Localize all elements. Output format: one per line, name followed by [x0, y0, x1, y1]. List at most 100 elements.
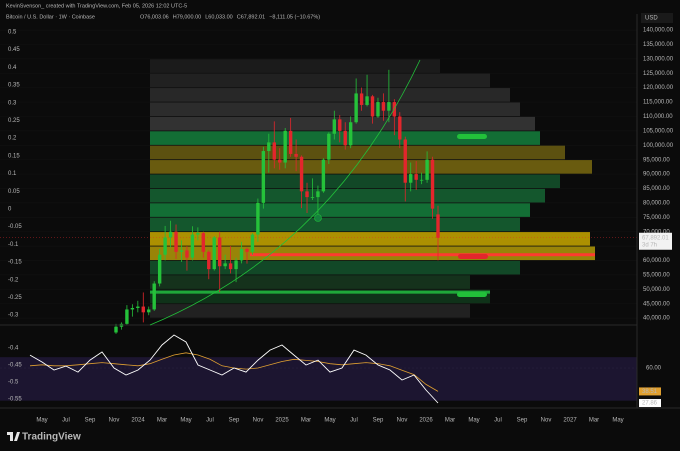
- volume-profile-row: [150, 102, 520, 117]
- price-tick-label: 125,000.00: [643, 71, 674, 77]
- volume-profile-row: [150, 217, 520, 232]
- logo: TradingView: [7, 432, 81, 443]
- price-tick-label: 40,000.00: [643, 316, 670, 322]
- price-tick-label: 80,000.00: [643, 200, 670, 206]
- candle-body: [387, 102, 391, 111]
- x-tick-label: May: [468, 418, 479, 424]
- candle-body: [409, 174, 413, 183]
- candle-body: [141, 306, 145, 313]
- candle-body: [261, 151, 266, 203]
- price-tick-label: 115,000.00: [643, 100, 673, 106]
- ohlc-value: C67,892.01: [237, 14, 265, 20]
- level-line: [250, 253, 595, 257]
- level-pill: [457, 134, 487, 139]
- candle-body: [283, 130, 287, 163]
- price-tick-label: 50,000.00: [643, 287, 670, 293]
- price-tick-label: 75,000.00: [643, 215, 670, 221]
- price-tick-label: 135,000.00: [643, 42, 674, 48]
- left-tick-label: -0.45: [8, 363, 22, 369]
- x-tick-label: May: [324, 418, 335, 424]
- left-tick-label: 0.1: [8, 171, 17, 177]
- price-tick-label: 70,000.00: [643, 229, 670, 235]
- candle-body: [332, 119, 337, 134]
- left-tick-label: 0.45: [8, 47, 20, 53]
- candle-body: [321, 159, 326, 192]
- x-tick-label: 2027: [563, 418, 577, 424]
- x-tick-label: Jul: [62, 418, 70, 424]
- candle-body: [114, 326, 118, 333]
- left-tick-label: 0.05: [8, 189, 20, 195]
- x-tick-label: Nov: [397, 418, 408, 424]
- x-tick-label: Mar: [301, 418, 311, 424]
- level-pill: [457, 292, 487, 297]
- candle-body: [136, 306, 140, 309]
- price-tick-label: 105,000.00: [643, 128, 674, 134]
- candle-body: [239, 248, 244, 261]
- x-tick-label: Mar: [589, 418, 599, 424]
- candle-body: [294, 153, 298, 157]
- price-tick-label: 45,000.00: [643, 301, 670, 307]
- left-tick-label: -0.05: [8, 224, 22, 230]
- x-tick-label: Jul: [494, 418, 502, 424]
- x-tick-label: Jul: [350, 418, 358, 424]
- candle-body: [305, 191, 309, 198]
- left-tick-label: 0.4: [8, 65, 17, 71]
- candle-body: [168, 231, 173, 238]
- candle-body: [157, 254, 162, 284]
- candle-body: [267, 142, 271, 152]
- candle-body: [288, 130, 293, 154]
- price-tick-label: 55,000.00: [643, 272, 670, 278]
- currency: USD: [645, 16, 658, 22]
- volume-profile-row: [150, 88, 510, 102]
- candle-body: [425, 159, 429, 180]
- last-value-label: 27.86: [642, 401, 658, 407]
- candle-body: [147, 309, 151, 313]
- candle-body: [316, 191, 320, 198]
- volume-profile-row: [150, 260, 520, 275]
- volume-profile-row: [150, 160, 592, 174]
- left-tick-label: -0.55: [8, 397, 22, 403]
- volume-profile-row: [150, 275, 470, 289]
- last-value-label: 38.51: [642, 389, 658, 395]
- candle-body: [185, 250, 189, 258]
- x-tick-label: 2026: [419, 418, 433, 424]
- candle-body: [278, 159, 282, 163]
- left-tick-label: 0.15: [8, 153, 20, 159]
- x-tick-label: May: [36, 418, 47, 424]
- ohlc-value: O76,003.06: [140, 14, 169, 20]
- x-tick-label: Sep: [517, 418, 528, 424]
- back-layer: [0, 29, 637, 401]
- candle-body: [338, 119, 342, 131]
- left-tick-label: -0.3: [8, 313, 19, 319]
- volume-profile-row: [150, 203, 530, 217]
- ohlc-value: L60,033.00: [205, 14, 233, 20]
- candle-body: [310, 197, 315, 198]
- candle-body: [256, 202, 260, 235]
- candle-body: [174, 231, 178, 252]
- x-tick-label: Sep: [85, 418, 96, 424]
- volume-profile-row: [150, 174, 560, 189]
- x-tick-label: Mar: [445, 418, 455, 424]
- left-tick-label: 0.5: [8, 29, 17, 35]
- x-tick-label: Jul: [206, 418, 214, 424]
- left-tick-label: -0.1: [8, 242, 19, 248]
- x-tick-label: Nov: [109, 418, 120, 424]
- candle-body: [436, 214, 440, 238]
- volume-profile-row: [150, 145, 565, 160]
- candle-body: [403, 139, 407, 183]
- candle-body: [163, 237, 167, 255]
- candle-body: [212, 237, 216, 270]
- candle-body: [190, 234, 195, 258]
- price-tick-label: 60,000.00: [643, 258, 670, 264]
- symbol: Bitcoin / U.S. Dollar · 1W · Coinbase: [6, 14, 95, 20]
- ohlc-value: H79,000.00: [173, 14, 201, 20]
- marker-circle: [314, 214, 322, 222]
- left-tick-label: 0.3: [8, 100, 17, 106]
- volume-profile-row: [150, 116, 535, 131]
- left-tick-label: -0.4: [8, 346, 19, 352]
- candle-body: [245, 248, 249, 252]
- last-price-box: [639, 232, 672, 250]
- candle-body: [207, 251, 211, 270]
